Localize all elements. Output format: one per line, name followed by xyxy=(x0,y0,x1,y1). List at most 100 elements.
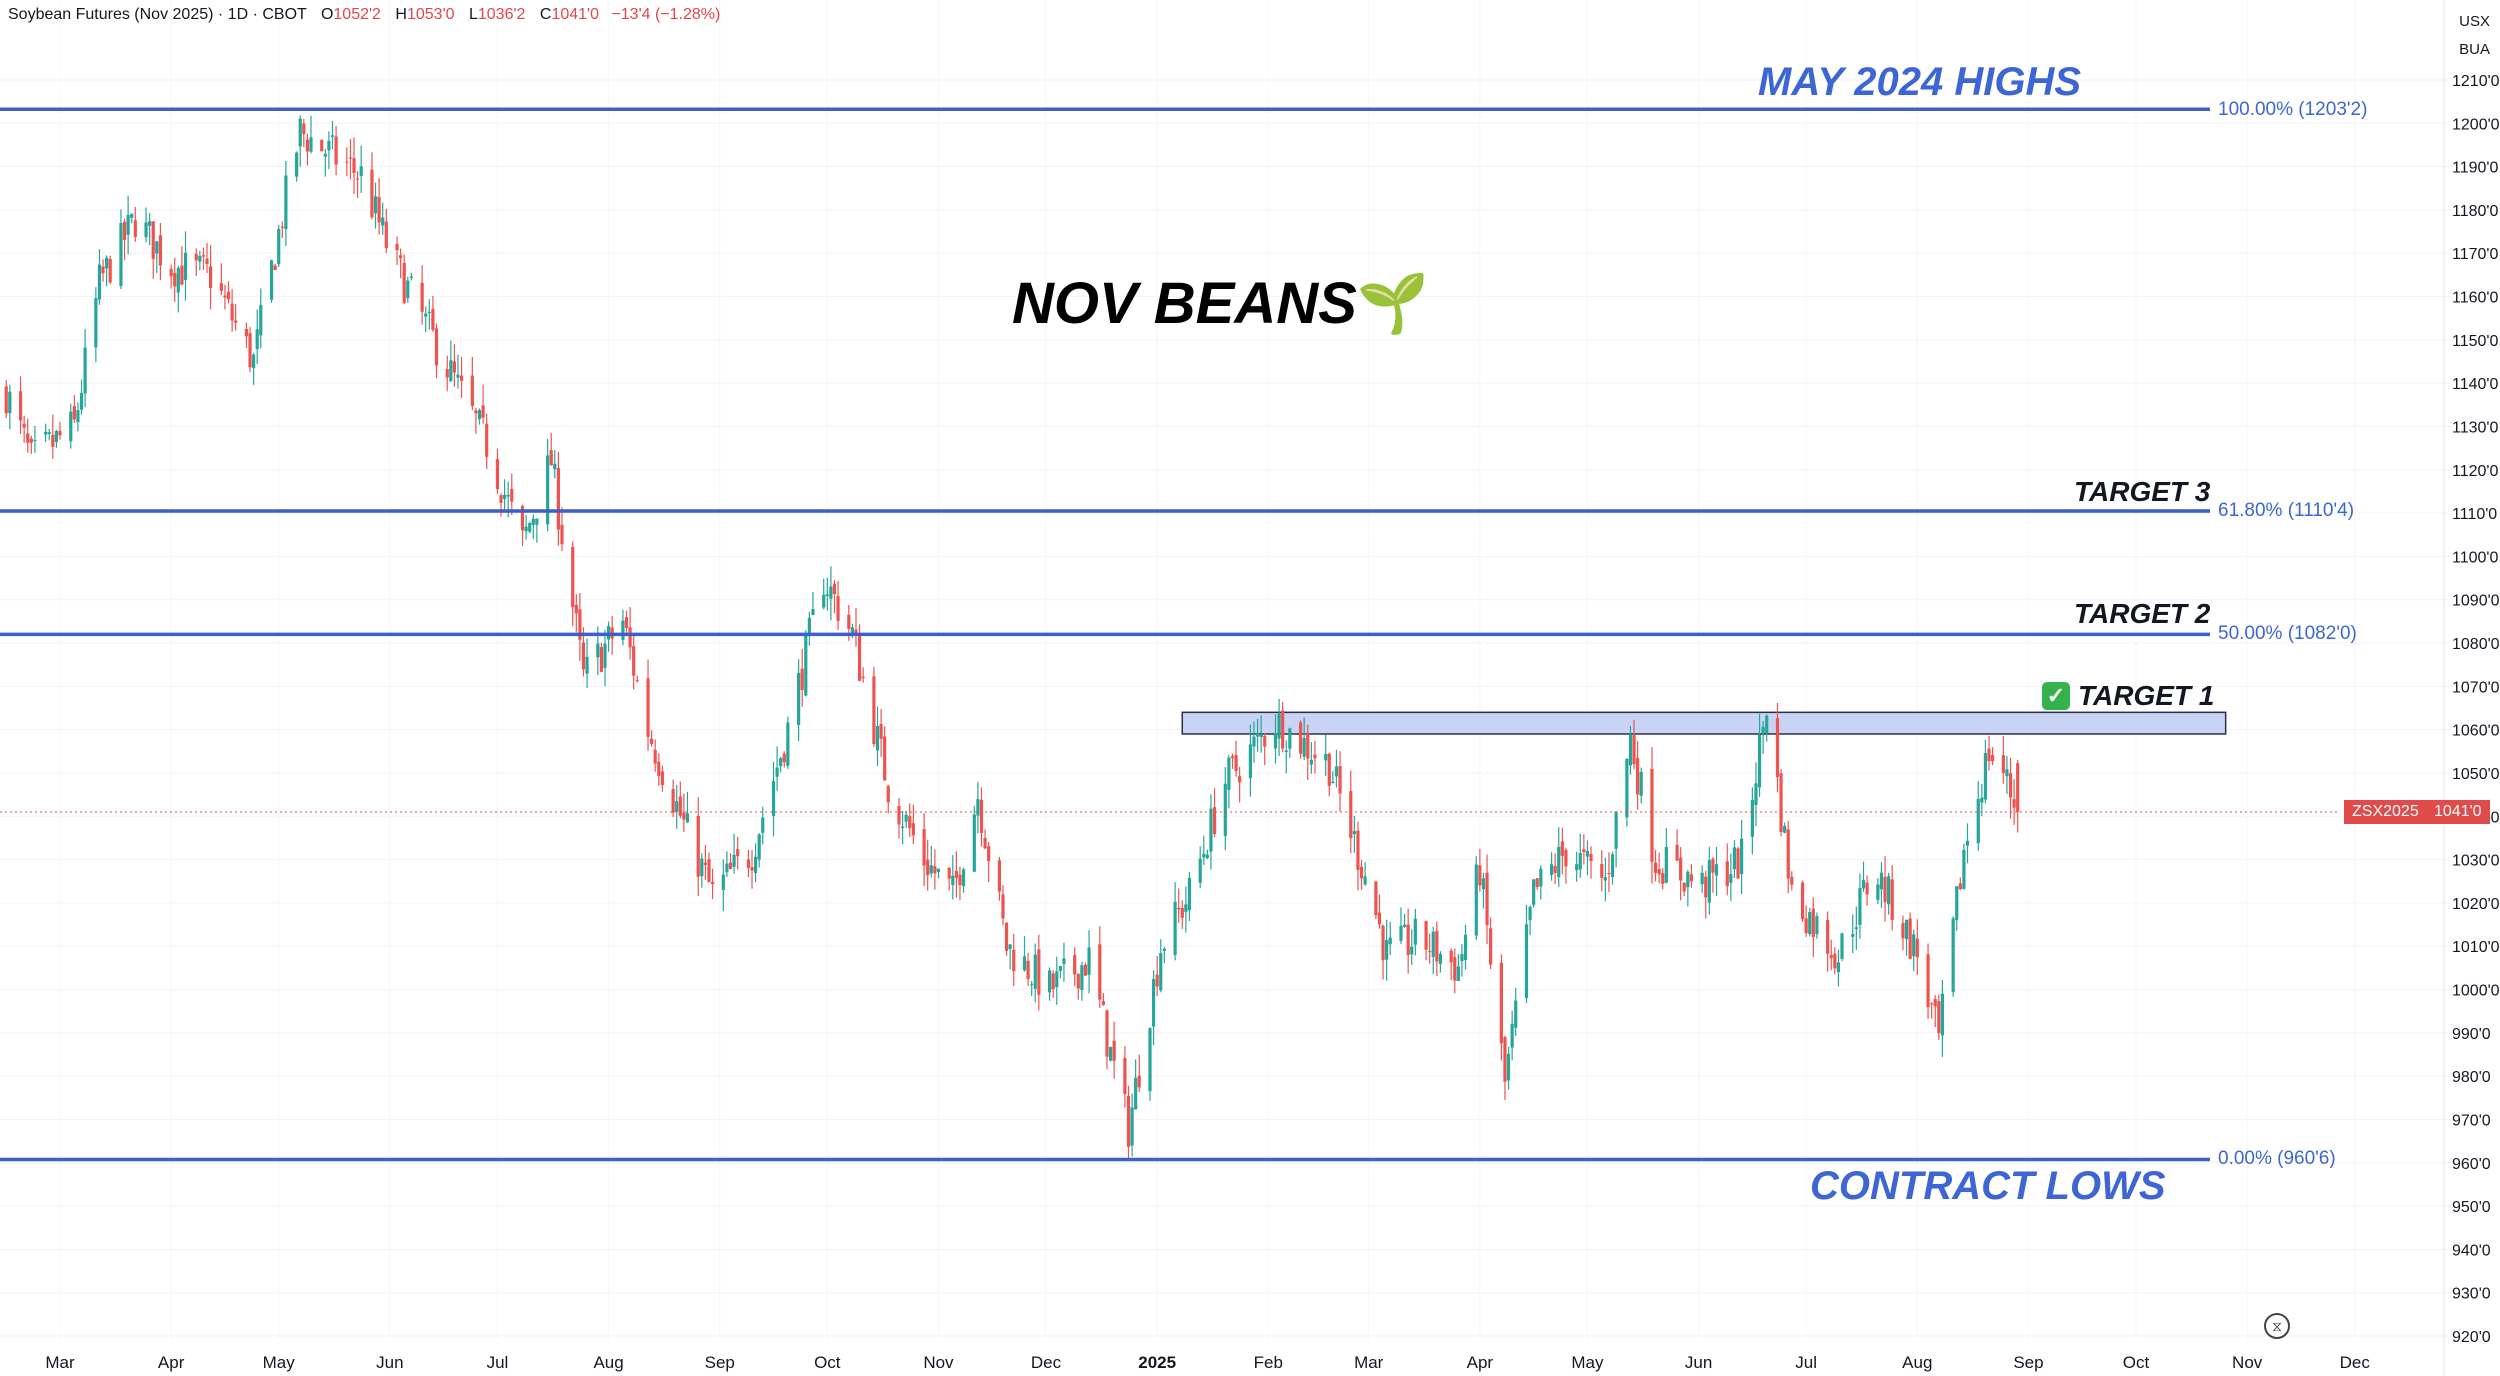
low-value: 1036'2 xyxy=(477,6,526,23)
target-1-text: TARGET 1 xyxy=(2078,680,2215,711)
candle-body xyxy=(420,282,424,312)
candle-body xyxy=(1937,1001,1941,1034)
chart-title-text: NOV BEANS xyxy=(1012,271,1357,336)
candle-body xyxy=(732,854,736,867)
candle-body xyxy=(1298,722,1303,754)
candle-body xyxy=(1349,791,1353,839)
change-value: −13'4 (−1.28%) xyxy=(611,6,721,23)
x-tick-label: Dec xyxy=(2340,1353,2371,1372)
candle-body xyxy=(585,656,589,674)
candle-body xyxy=(603,643,607,668)
currency-label[interactable]: USX xyxy=(2459,13,2490,30)
candle-body xyxy=(1098,944,1102,1000)
candle-body xyxy=(130,213,134,218)
symbol-badge: ZSX2025 xyxy=(2344,800,2427,824)
candle-body xyxy=(1180,907,1184,918)
candle-body xyxy=(825,594,829,596)
candle-body xyxy=(226,291,231,300)
candle-body xyxy=(108,259,112,283)
candle-body xyxy=(1123,1057,1127,1095)
y-tick-label: 960'0 xyxy=(2452,1156,2491,1173)
candle-body xyxy=(1610,854,1615,878)
candle-body xyxy=(811,609,815,616)
candle-body xyxy=(1582,849,1586,852)
candle-body xyxy=(1664,847,1668,883)
candle-body xyxy=(1740,838,1744,875)
open-value: 1052'2 xyxy=(333,6,381,23)
candle-body xyxy=(1385,940,1389,960)
candle-body xyxy=(976,799,980,816)
candle-body xyxy=(1711,858,1715,873)
candle-body xyxy=(546,455,550,525)
candle-body xyxy=(280,226,284,229)
candle-body xyxy=(510,488,514,502)
candle-body xyxy=(1682,882,1686,892)
candle-body xyxy=(1413,918,1417,945)
candle-body xyxy=(47,432,51,434)
candle-body xyxy=(933,866,937,874)
candle-body xyxy=(8,391,12,414)
candle-body xyxy=(431,308,435,330)
candle-body xyxy=(1614,811,1618,849)
candle-body xyxy=(1930,1003,1934,1005)
candle-body xyxy=(1811,908,1815,938)
may-highs-label: MAY 2024 HIGHS xyxy=(1758,60,2082,104)
candle-body xyxy=(219,283,223,291)
candle-body xyxy=(1255,732,1260,737)
candle-body xyxy=(119,223,123,286)
candle-body xyxy=(1700,872,1704,885)
candle-body xyxy=(1765,715,1769,734)
fib-label-618: 61.80% (1110'4) xyxy=(2218,500,2355,521)
candle-body xyxy=(255,329,259,350)
candle-body xyxy=(205,258,209,264)
candle-body xyxy=(355,178,360,180)
y-tick-label: 1190'0 xyxy=(2452,160,2498,177)
candle-body xyxy=(746,859,751,868)
candle-body xyxy=(485,423,489,457)
candle-body xyxy=(929,865,933,874)
candle-body xyxy=(1808,912,1812,934)
candle-body xyxy=(1790,876,1794,885)
candle-body xyxy=(198,255,202,262)
candle-body xyxy=(305,139,310,152)
fib-label-50: 50.00% (1082'0) xyxy=(2218,623,2357,644)
candle-body xyxy=(936,868,941,872)
open-label: O xyxy=(320,6,334,23)
candle-body xyxy=(1686,871,1690,888)
candle-body xyxy=(2012,799,2016,808)
candle-body xyxy=(503,495,507,499)
candle-body xyxy=(248,333,252,368)
candle-body xyxy=(1732,847,1737,870)
candle-body xyxy=(524,526,528,532)
candle-body xyxy=(1679,857,1683,881)
candle-body xyxy=(1553,866,1557,874)
candle-body xyxy=(2005,769,2009,777)
y-tick-label: 1060'0 xyxy=(2452,723,2500,740)
candle-body xyxy=(1879,872,1884,890)
candle-body xyxy=(578,609,582,640)
y-tick-label: 1170'0 xyxy=(2452,246,2498,263)
candle-body xyxy=(259,305,263,336)
y-tick-label: 1160'0 xyxy=(2452,290,2498,307)
candle-body xyxy=(1474,864,1478,936)
candle-body xyxy=(1008,944,1012,949)
candle-body xyxy=(1912,934,1916,957)
candle-body xyxy=(1238,776,1242,783)
candle-body xyxy=(972,814,976,872)
unit-label[interactable]: BUA xyxy=(2459,41,2490,58)
candle-body xyxy=(1560,841,1564,856)
y-tick-label: 1110'0 xyxy=(2452,506,2497,523)
candle-body xyxy=(295,152,299,177)
candle-body xyxy=(1026,960,1030,979)
candle-body xyxy=(700,858,704,877)
target-2-label: TARGET 2 xyxy=(2074,598,2211,629)
candle-body xyxy=(298,118,302,147)
candle-body xyxy=(1284,750,1288,752)
x-tick-label: Mar xyxy=(45,1353,75,1372)
currency-box[interactable]: USX BUA xyxy=(2459,8,2490,64)
replay-clock-icon[interactable]: ⧖ xyxy=(2264,1313,2290,1339)
y-tick-label: 1030'0 xyxy=(2452,853,2500,870)
candle-body xyxy=(1958,883,1962,890)
candle-body xyxy=(531,518,535,526)
